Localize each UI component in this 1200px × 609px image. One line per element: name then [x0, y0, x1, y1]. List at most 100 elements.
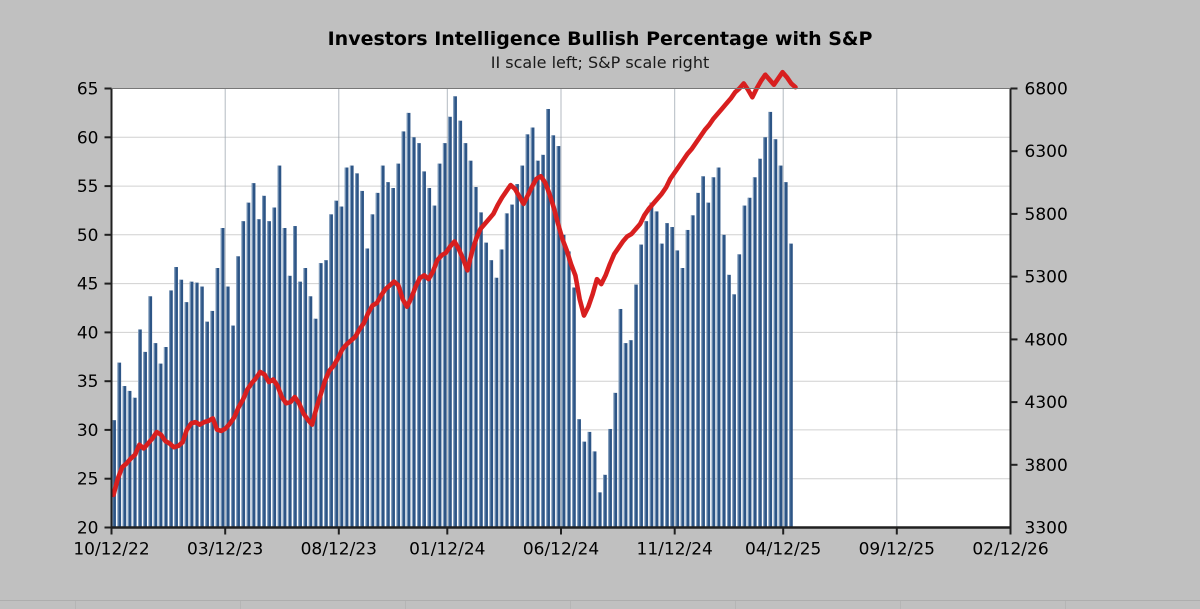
- bar-highlight: [556, 146, 558, 528]
- bar: [737, 254, 742, 528]
- bar-highlight: [122, 386, 124, 528]
- bar-highlight: [654, 211, 656, 528]
- bar-highlight: [623, 343, 625, 528]
- bar: [582, 441, 587, 528]
- bar: [597, 492, 602, 528]
- bar-highlight: [355, 173, 357, 528]
- bar: [396, 163, 401, 528]
- bar-highlight: [262, 195, 264, 528]
- bar: [747, 197, 752, 528]
- axis-label-x: 11/12/24: [637, 540, 713, 560]
- bar-highlight: [370, 214, 372, 528]
- bar: [215, 268, 220, 528]
- axis-label-left: 30: [77, 421, 99, 441]
- bar: [685, 229, 690, 528]
- bar-highlight: [603, 474, 605, 528]
- bar: [355, 173, 359, 528]
- bar: [411, 137, 416, 528]
- bar-highlight: [530, 127, 532, 528]
- bar: [778, 165, 783, 528]
- axis-label-right: 5800: [1025, 205, 1068, 225]
- bar-highlight: [205, 321, 207, 528]
- bar: [494, 277, 499, 528]
- bar: [458, 120, 463, 528]
- bar-highlight: [747, 197, 749, 528]
- bar-highlight: [706, 202, 708, 528]
- bar: [701, 176, 705, 528]
- bar: [659, 243, 664, 528]
- bar: [665, 223, 669, 528]
- axis-label-x: 08/12/23: [301, 540, 377, 560]
- chart-subtitle: II scale left; S&P scale right: [490, 53, 710, 72]
- bar-highlight: [752, 177, 755, 528]
- bar: [758, 158, 762, 528]
- bar-highlight: [215, 268, 217, 528]
- bar: [262, 195, 266, 528]
- axis-label-right: 3800: [1025, 456, 1068, 476]
- bar: [504, 213, 509, 528]
- bar-highlight: [711, 177, 713, 528]
- axis-label-x: 09/12/25: [859, 540, 935, 560]
- bar-highlight: [551, 135, 553, 528]
- bar-highlight: [525, 134, 527, 528]
- bar-highlight: [768, 111, 770, 528]
- bar-highlight: [184, 302, 186, 528]
- bar-highlight: [179, 279, 181, 528]
- bar-highlight: [582, 441, 584, 528]
- bar-highlight: [375, 192, 377, 528]
- bar-highlight: [608, 428, 610, 528]
- bar-highlight: [458, 120, 460, 528]
- bar: [525, 134, 530, 528]
- bar: [313, 318, 318, 528]
- bar: [375, 192, 380, 528]
- bar-highlight: [132, 397, 135, 528]
- bar: [448, 116, 452, 528]
- bar-highlight: [670, 227, 672, 528]
- bar-highlight: [225, 286, 228, 528]
- bar-highlight: [473, 187, 476, 528]
- bar: [184, 302, 189, 528]
- bar: [267, 221, 271, 528]
- axis-label-x: 10/12/22: [73, 540, 149, 560]
- bar-highlight: [618, 308, 620, 528]
- bar-highlight: [778, 165, 780, 528]
- bar: [205, 321, 209, 528]
- bar: [566, 251, 571, 528]
- bar: [680, 268, 685, 528]
- bar: [179, 279, 184, 528]
- bar-highlight: [742, 205, 744, 528]
- bar-highlight: [541, 154, 543, 528]
- bar: [163, 347, 168, 528]
- bar-highlight: [417, 143, 419, 528]
- bar-highlight: [494, 277, 496, 528]
- axis-label-x: 06/12/24: [523, 540, 599, 560]
- bar: [489, 260, 494, 528]
- bar-highlight: [732, 294, 734, 528]
- axis-label-x: 04/12/25: [745, 540, 821, 560]
- axis-label-left: 55: [77, 177, 99, 197]
- bar: [675, 250, 680, 528]
- bar: [200, 286, 204, 528]
- bar-highlight: [659, 243, 662, 528]
- bar-highlight: [572, 287, 574, 528]
- bar-highlight: [437, 163, 439, 528]
- bar: [789, 243, 793, 528]
- bar-highlight: [189, 281, 191, 528]
- bar: [391, 188, 395, 528]
- bar: [231, 325, 235, 528]
- bar: [515, 184, 519, 528]
- bar: [225, 286, 230, 528]
- bar-highlight: [236, 256, 238, 528]
- bar-highlight: [587, 431, 589, 528]
- bar-highlight: [696, 192, 698, 528]
- bar-highlight: [442, 143, 445, 528]
- axis-label-right: 4800: [1025, 330, 1068, 350]
- bar-highlight: [716, 167, 718, 528]
- bar: [696, 192, 700, 528]
- bar: [293, 226, 297, 528]
- bar-highlight: [241, 221, 243, 528]
- bar-highlight: [386, 182, 388, 528]
- bar-highlight: [401, 131, 403, 528]
- bar: [690, 215, 695, 528]
- bar: [148, 296, 153, 528]
